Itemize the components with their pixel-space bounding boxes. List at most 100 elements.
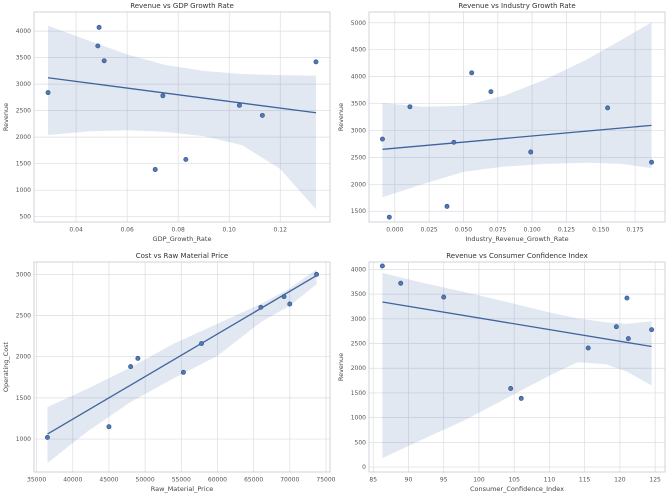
x-tick-label: 0.06: [120, 227, 134, 234]
x-tick-label: 90: [404, 477, 412, 484]
x-tick-label: 0.050: [454, 227, 471, 234]
confidence-band: [47, 269, 317, 463]
plot-border: [368, 11, 665, 223]
data-point: [604, 105, 610, 111]
y-tick-label: 3500: [16, 55, 31, 62]
y-tick-label: 0: [362, 464, 366, 471]
y-tick-label: 1500: [16, 395, 31, 402]
y-tick-label: 3500: [350, 101, 365, 108]
y-tick-label: 3000: [350, 127, 365, 134]
x-tick-label: 55000: [172, 477, 191, 484]
y-tick-label: 4000: [350, 266, 365, 273]
y-tick-label: 3000: [16, 81, 31, 88]
x-tick-label: 0.04: [69, 227, 83, 234]
y-tick-label: 4000: [350, 74, 365, 81]
y-axis-label: Revenue: [2, 103, 10, 131]
y-tick-label: 2500: [16, 108, 31, 115]
data-point: [450, 139, 456, 145]
y-axis-label: Operating_Cost: [2, 341, 10, 392]
x-tick-label: 110: [543, 477, 555, 484]
plot-area: [34, 12, 330, 222]
chart-title: Revenue vs Industry Growth Rate: [458, 2, 575, 10]
data-point: [259, 112, 265, 118]
data-point: [613, 324, 619, 330]
data-point: [314, 271, 319, 277]
data-point: [152, 167, 158, 172]
data-point: [527, 149, 533, 155]
confidence-band: [48, 25, 316, 210]
x-tick-label: 0.075: [489, 227, 506, 234]
plot-border: [368, 261, 665, 473]
y-tick-label: 1000: [350, 415, 365, 422]
x-tick-label: 115: [578, 477, 590, 484]
data-point: [183, 156, 189, 162]
x-tick-label: 0.000: [386, 227, 403, 234]
data-point: [444, 203, 449, 209]
data-point: [160, 93, 166, 99]
x-tick-label: 70000: [280, 477, 299, 484]
data-point: [518, 395, 524, 401]
chart-cost-vs-raw-material-price: 35000 40000 45000 50000 55000 60000 65000 70000…: [0, 250, 335, 500]
x-axis-label: Raw_Material_Price: [151, 485, 213, 493]
x-tick-label: 105: [508, 477, 520, 484]
plot-area: [368, 262, 665, 472]
data-point: [313, 59, 319, 65]
data-point: [386, 214, 392, 220]
y-axis-label: Revenue: [337, 103, 345, 131]
regression-line: [381, 124, 652, 150]
x-tick-label: 40000: [63, 477, 82, 484]
y-tick-label: 2000: [350, 365, 365, 372]
x-tick-label: 75000: [316, 477, 334, 484]
y-tick-label: 1000: [16, 187, 31, 194]
data-point: [236, 102, 242, 108]
chart-cost-vs-raw-material-price-canvas: 35000 40000 45000 50000 55000 60000 65000 70000…: [2, 252, 335, 493]
data-point: [180, 369, 186, 375]
plot-area: [368, 12, 665, 222]
data-point: [281, 294, 287, 300]
x-tick-label: 35000: [27, 477, 46, 484]
data-point: [397, 280, 403, 286]
plot-border: [33, 261, 331, 473]
data-point: [379, 136, 385, 142]
y-tick-label: 2500: [16, 313, 31, 320]
confidence-band: [381, 22, 652, 198]
y-tick-label: 5000: [350, 20, 365, 27]
x-axis-label: Consumer_Confidence_Index: [469, 485, 563, 493]
data-point: [106, 424, 112, 430]
chart-title: Cost vs Raw Material Price: [136, 252, 229, 260]
y-tick-label: 500: [354, 439, 366, 446]
data-point: [135, 355, 141, 361]
chart-title: Revenue vs Consumer Confidence Index: [446, 252, 588, 260]
x-tick-label: 0.125: [557, 227, 574, 234]
y-tick-label: 3500: [350, 291, 365, 298]
confidence-band: [381, 272, 652, 459]
x-tick-label: 60000: [208, 477, 227, 484]
data-point: [128, 364, 134, 370]
x-tick-label: 65000: [244, 477, 263, 484]
chart-revenue-vs-industry-growth-rate-canvas: 0.000 0.025 0.050 0.075 0.100 0.125 0.150 0.175…: [337, 2, 665, 243]
data-point: [379, 263, 385, 269]
x-tick-label: 45000: [99, 477, 118, 484]
data-point: [585, 345, 591, 351]
y-tick-label: 1500: [16, 161, 31, 168]
y-tick-label: 1000: [16, 436, 31, 443]
data-point: [468, 70, 474, 76]
chart-revenue-vs-gdp-growth-rate: 0.04 0.06 0.08 0.10 0.12 500 1000 1500 2000 2500 3…: [0, 0, 335, 250]
x-tick-label: 85: [369, 477, 377, 484]
x-tick-label: 95: [439, 477, 447, 484]
y-tick-label: 3000: [350, 316, 365, 323]
data-point: [623, 295, 629, 301]
chart-revenue-vs-consumer-confidence-index-canvas: 85 90 95 100 105 110 115 120 125 0 500 1000 1500 2000…: [337, 252, 665, 493]
chart-revenue-vs-consumer-confidence-index: 85 90 95 100 105 110 115 120 125 0 500 1000 1500 2000…: [335, 250, 669, 500]
x-tick-label: 125: [649, 477, 661, 484]
x-tick-label: 120: [614, 477, 626, 484]
data-point: [287, 301, 293, 307]
data-point: [96, 24, 102, 30]
x-tick-label: 50000: [136, 477, 155, 484]
data-point: [440, 294, 446, 300]
y-axis-label: Revenue: [337, 353, 345, 381]
data-point: [95, 43, 101, 49]
x-tick-label: 0.025: [420, 227, 437, 234]
y-tick-label: 2000: [16, 134, 31, 141]
